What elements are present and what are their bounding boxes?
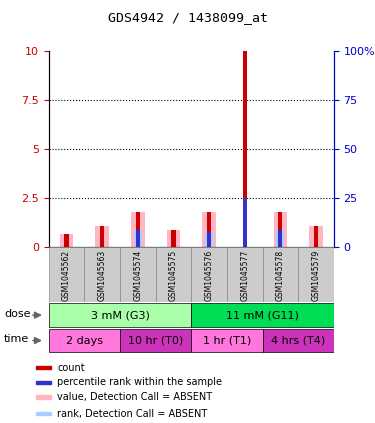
Bar: [276, 230, 284, 247]
FancyBboxPatch shape: [191, 303, 334, 327]
Text: GSM1045563: GSM1045563: [98, 249, 106, 301]
FancyBboxPatch shape: [49, 247, 84, 302]
Text: GSM1045576: GSM1045576: [205, 249, 214, 301]
Text: value, Detection Call = ABSENT: value, Detection Call = ABSENT: [57, 392, 212, 402]
Bar: [134, 230, 142, 247]
Text: GSM1045575: GSM1045575: [169, 249, 178, 301]
Bar: [131, 212, 145, 247]
FancyBboxPatch shape: [227, 247, 262, 302]
Text: GDS4942 / 1438099_at: GDS4942 / 1438099_at: [108, 11, 267, 24]
Bar: [278, 230, 282, 247]
Text: 2 days: 2 days: [66, 335, 103, 346]
Text: 4 hrs (T4): 4 hrs (T4): [271, 335, 325, 346]
FancyBboxPatch shape: [156, 247, 191, 302]
FancyBboxPatch shape: [84, 247, 120, 302]
Bar: [36, 412, 51, 415]
Bar: [36, 396, 51, 399]
Bar: [36, 381, 51, 384]
FancyBboxPatch shape: [191, 247, 227, 302]
Bar: [100, 226, 104, 247]
Text: GSM1045562: GSM1045562: [62, 250, 71, 300]
Bar: [273, 212, 287, 247]
Bar: [314, 226, 318, 247]
Bar: [136, 230, 140, 247]
FancyBboxPatch shape: [262, 329, 334, 352]
FancyBboxPatch shape: [120, 247, 156, 302]
FancyBboxPatch shape: [298, 247, 334, 302]
FancyBboxPatch shape: [262, 247, 298, 302]
Bar: [171, 230, 176, 247]
FancyBboxPatch shape: [49, 303, 191, 327]
Bar: [207, 212, 211, 247]
Bar: [202, 212, 216, 247]
Text: GSM1045578: GSM1045578: [276, 250, 285, 300]
Text: rank, Detection Call = ABSENT: rank, Detection Call = ABSENT: [57, 409, 207, 418]
FancyBboxPatch shape: [120, 329, 191, 352]
FancyBboxPatch shape: [191, 329, 262, 352]
Bar: [309, 226, 323, 247]
Text: GSM1045574: GSM1045574: [134, 249, 142, 301]
Text: count: count: [57, 363, 85, 373]
Bar: [205, 232, 213, 247]
Text: 1 hr (T1): 1 hr (T1): [203, 335, 251, 346]
Bar: [95, 226, 109, 247]
Bar: [36, 365, 51, 369]
Bar: [278, 212, 282, 247]
Text: 10 hr (T0): 10 hr (T0): [128, 335, 183, 346]
Bar: [243, 51, 247, 247]
Bar: [207, 232, 211, 247]
Bar: [64, 233, 69, 247]
Bar: [136, 212, 140, 247]
Text: dose: dose: [4, 309, 30, 319]
Text: GSM1045577: GSM1045577: [240, 249, 249, 301]
FancyBboxPatch shape: [49, 329, 120, 352]
Text: percentile rank within the sample: percentile rank within the sample: [57, 377, 222, 387]
Bar: [166, 230, 180, 247]
Text: 3 mM (G3): 3 mM (G3): [91, 310, 149, 320]
Text: time: time: [4, 334, 29, 344]
Bar: [243, 198, 247, 247]
Text: 11 mM (G11): 11 mM (G11): [226, 310, 299, 320]
Bar: [60, 233, 74, 247]
Text: GSM1045579: GSM1045579: [311, 249, 320, 301]
